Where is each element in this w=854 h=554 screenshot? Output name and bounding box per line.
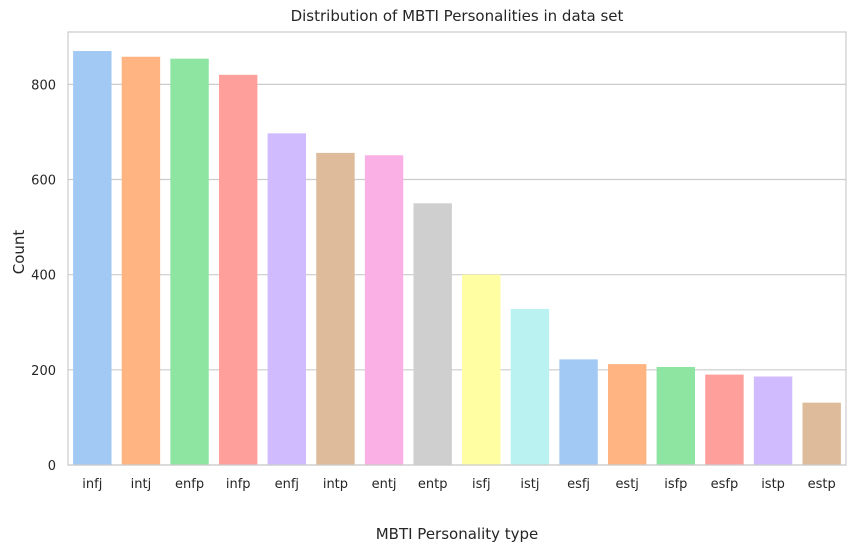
bar-intp	[316, 152, 355, 465]
x-tick-label: entp	[418, 477, 448, 492]
bar-infj	[73, 51, 112, 466]
y-tick-label: 400	[31, 269, 56, 284]
y-tick-label: 200	[31, 364, 56, 379]
bar-enfj	[267, 133, 307, 465]
x-tick-label: istp	[761, 477, 785, 492]
x-tick-label: intp	[323, 477, 348, 492]
x-tick-label: estp	[808, 477, 836, 492]
x-tick-labels: infj intj enfp infp enfj intp entj entp isfj istj…	[82, 477, 835, 492]
bar-enfp	[170, 58, 209, 466]
x-tick-label: estj	[615, 477, 638, 492]
bar-entp	[413, 203, 452, 466]
bar-infp	[218, 74, 258, 466]
bar-estp	[802, 402, 841, 465]
x-tick-label: isfj	[472, 477, 491, 492]
chart-title: Distribution of MBTI Personalities in da…	[291, 7, 624, 25]
x-tick-label: intj	[131, 477, 152, 492]
x-tick-label: isfp	[664, 477, 687, 492]
bar-esfp	[705, 374, 744, 465]
x-tick-label: enfj	[275, 477, 299, 492]
bar-entj	[364, 155, 404, 465]
y-tick-label: 800	[31, 78, 56, 93]
bar-istj	[510, 308, 550, 465]
y-axis-label: Count	[10, 230, 28, 275]
x-axis-label: MBTI Personality type	[376, 525, 539, 543]
y-tick-labels: 0 200 400 600 800	[31, 78, 56, 474]
bar-isfp	[656, 366, 696, 465]
bars	[73, 51, 841, 466]
x-tick-label: infp	[226, 477, 251, 492]
x-tick-label: infj	[82, 477, 102, 492]
bar-isfj	[462, 274, 501, 465]
plot-frame	[67, 31, 847, 466]
y-tick-label: 600	[31, 174, 56, 189]
x-tick-label: esfj	[567, 477, 590, 492]
x-tick-label: istj	[520, 477, 539, 492]
x-tick-label: enfp	[175, 477, 204, 492]
x-tick-label: entj	[372, 477, 397, 492]
x-tick-label: esfp	[711, 477, 739, 492]
bar-istp	[753, 376, 793, 465]
y-tick-label: 0	[48, 459, 56, 474]
bar-intj	[121, 56, 161, 465]
bar-estj	[607, 364, 647, 465]
bar-esfj	[559, 359, 598, 465]
